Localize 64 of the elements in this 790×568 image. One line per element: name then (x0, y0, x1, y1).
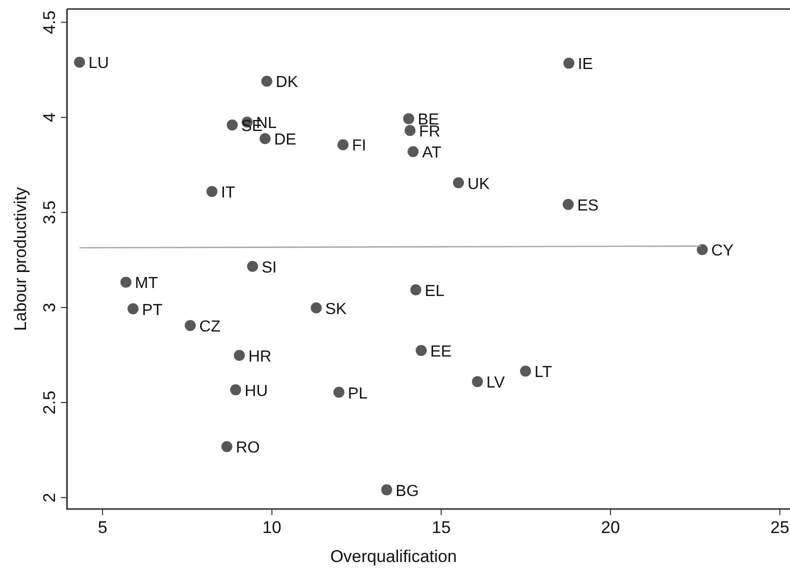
y-tick-label: 3.5 (40, 200, 59, 224)
point (696, 244, 708, 256)
point (184, 320, 196, 332)
point (230, 384, 242, 396)
point (226, 119, 238, 130)
annotation: DK (276, 74, 298, 92)
x-tick-label: 25 (770, 518, 790, 537)
y-tick-label: 4 (40, 112, 59, 122)
point (74, 56, 86, 68)
annotation: RO (236, 440, 260, 457)
annotation: BG (396, 482, 419, 500)
annotation: DE (274, 132, 296, 149)
y-tick-label: 3 (40, 302, 59, 312)
point (206, 186, 218, 197)
annotation: PT (142, 302, 163, 319)
annotation: PL (348, 385, 368, 402)
x-tick-label: 20 (601, 518, 620, 537)
annotation: SI (262, 259, 277, 276)
annotation: CY (711, 242, 734, 260)
annotation: LU (88, 55, 109, 72)
point (563, 58, 574, 69)
annotation: UK (467, 176, 490, 193)
point (403, 113, 414, 124)
annotation: EL (424, 282, 444, 300)
annotation: HR (248, 348, 272, 366)
annotation: IT (220, 184, 236, 202)
point (381, 484, 392, 496)
annotation: FI (352, 138, 366, 155)
point (337, 139, 348, 150)
point (333, 386, 344, 398)
point (452, 177, 464, 188)
x-axis-title: Overqualification (330, 547, 457, 566)
point (234, 350, 245, 361)
y-axis-title: Labour productivity (11, 186, 30, 331)
annotation: HU (244, 382, 268, 400)
point (408, 146, 419, 158)
point (562, 198, 574, 210)
annotation: IE (578, 56, 593, 74)
point (472, 376, 483, 388)
y-tick-label: 2.5 (40, 390, 59, 414)
annotation: AT (422, 144, 442, 162)
annotation: EE (430, 343, 452, 360)
point (410, 284, 422, 296)
annotation: CZ (199, 318, 221, 336)
annotation: LV (486, 374, 506, 392)
annotation: SK (325, 300, 347, 318)
x-tick-label: 10 (262, 518, 282, 537)
point (310, 302, 322, 314)
point (416, 344, 427, 356)
x-tick-label: 15 (432, 518, 451, 537)
point (221, 441, 232, 452)
point (120, 276, 132, 288)
point (260, 133, 271, 144)
x-tick-label: 5 (98, 518, 108, 537)
point (520, 366, 532, 377)
annotation: ES (577, 197, 599, 214)
y-tick-label: 2 (40, 492, 59, 502)
point (128, 303, 139, 314)
y-tick-label: 4.5 (40, 10, 59, 34)
annotation: MT (134, 275, 158, 292)
point (247, 260, 258, 272)
annotation: LT (534, 364, 552, 382)
point (404, 124, 416, 136)
point (261, 76, 272, 87)
